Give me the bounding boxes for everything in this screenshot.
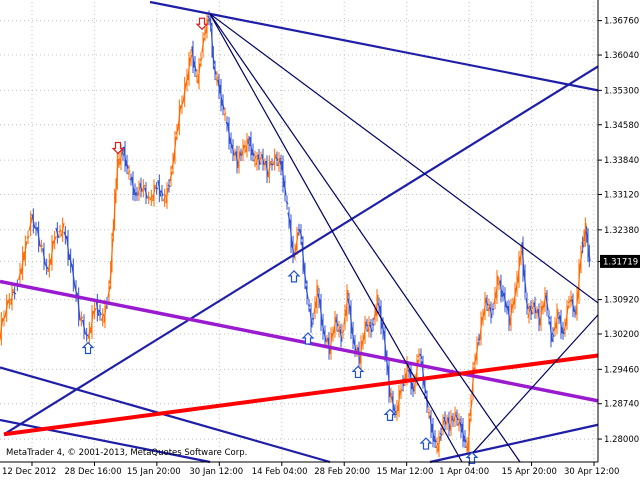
time-tick-label: 12 Dec 2012 bbox=[2, 467, 56, 477]
price-scale[interactable]: 1.36760 1.36040 1.35300 1.34580 1.33840 1.331… bbox=[598, 17, 639, 445]
price-tick-label: 1.28740 bbox=[604, 400, 639, 410]
trendline-median-line[interactable] bbox=[0, 279, 599, 403]
time-tick-label: 28 Dec 16:00 bbox=[64, 467, 121, 477]
arrow-up-icon bbox=[287, 270, 301, 283]
current-price-marker: 1.31719 bbox=[600, 254, 640, 268]
trendline-red-trend[interactable] bbox=[3, 353, 599, 437]
current-price-label: 1.31719 bbox=[603, 257, 638, 267]
trendline-gann-fan-3[interactable] bbox=[209, 13, 463, 463]
trendline-thin-rising[interactable] bbox=[467, 314, 599, 459]
time-tick-label: 30 Jan 12:00 bbox=[189, 467, 243, 477]
price-tick-label: 1.33840 bbox=[604, 156, 639, 166]
arrow-up-icon bbox=[301, 332, 315, 345]
time-tick-label: 28 Feb 20:00 bbox=[314, 467, 370, 477]
trendline-gann-fan-2[interactable] bbox=[209, 13, 521, 463]
trendline-upper-channel[interactable] bbox=[149, 0, 599, 92]
time-scale[interactable]: 12 Dec 2012 28 Dec 16:00 15 Jan 20:00 30 Ja… bbox=[2, 462, 619, 477]
arrow-up-icon bbox=[351, 365, 365, 379]
price-tick-label: 1.34580 bbox=[604, 121, 639, 131]
signal-arrows bbox=[81, 17, 479, 465]
time-tick-label: 15 Apr 20:00 bbox=[502, 467, 557, 477]
arrow-up-icon bbox=[81, 341, 95, 355]
price-tick-label: 1.28000 bbox=[604, 435, 639, 445]
time-tick-label: 1 Apr 04:00 bbox=[439, 467, 489, 477]
price-tick-label: 1.36760 bbox=[604, 17, 639, 27]
arrow-down-icon bbox=[195, 17, 209, 31]
price-tick-label: 1.29460 bbox=[604, 365, 639, 375]
price-tick-label: 1.32380 bbox=[604, 226, 639, 236]
trendline-lower-parallel-2[interactable] bbox=[0, 418, 211, 464]
arrow-up-icon bbox=[383, 408, 397, 422]
price-tick-label: 1.30920 bbox=[604, 296, 639, 306]
current-price-box bbox=[600, 254, 640, 268]
trendline-gann-fan-1[interactable] bbox=[209, 13, 599, 304]
arrow-down-icon bbox=[111, 141, 125, 155]
copyright-text: MetaTrader 4, © 2001-2013, MetaQuotes So… bbox=[6, 448, 247, 458]
price-tick-label: 1.30200 bbox=[604, 330, 639, 340]
trendline-rising-channel[interactable] bbox=[3, 65, 599, 436]
time-tick-label: 15 Mar 12:00 bbox=[377, 467, 434, 477]
time-tick-label: 14 Feb 04:00 bbox=[252, 467, 308, 477]
time-tick-label: 30 Apr 12:00 bbox=[564, 467, 619, 477]
time-tick-label: 15 Jan 20:00 bbox=[127, 467, 181, 477]
arrow-up-icon bbox=[419, 437, 433, 450]
price-tick-label: 1.33120 bbox=[604, 191, 639, 201]
price-tick-label: 1.36040 bbox=[604, 51, 639, 61]
trendline-objects[interactable] bbox=[0, 0, 599, 464]
price-series bbox=[0, 10, 591, 458]
price-tick-label: 1.35300 bbox=[604, 86, 639, 96]
